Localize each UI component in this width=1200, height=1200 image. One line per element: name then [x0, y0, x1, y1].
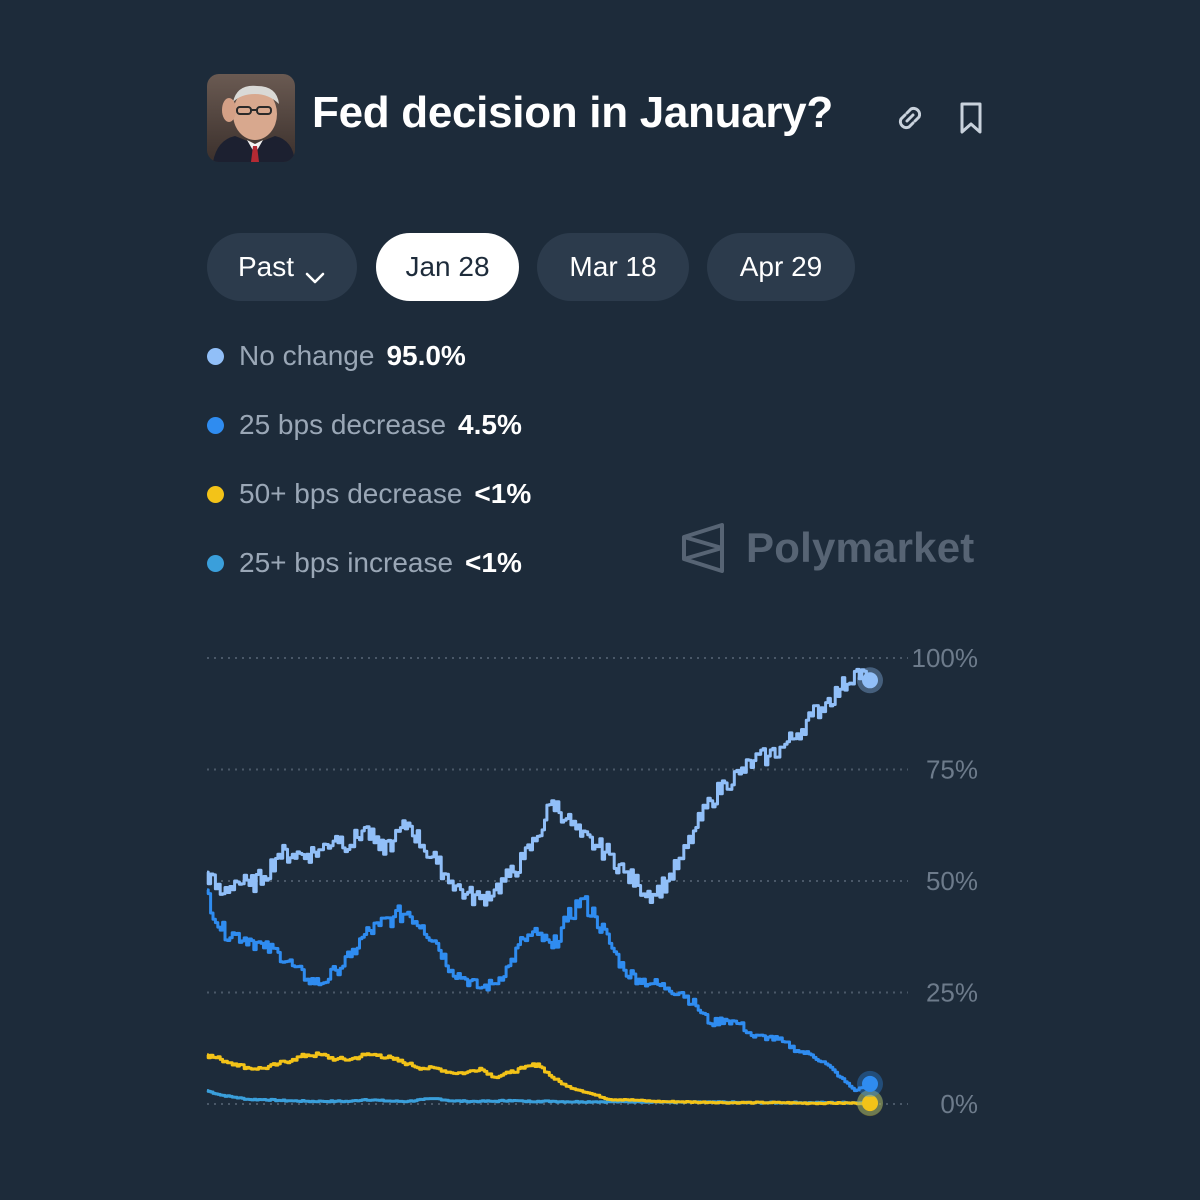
y-tick-label: 50%: [926, 866, 978, 896]
bookmark-icon[interactable]: [953, 100, 989, 136]
series-endpoint-dot: [862, 1095, 878, 1112]
tab-jan-28[interactable]: Jan 28: [376, 233, 519, 301]
series-lines: [206, 667, 871, 1106]
watermark-text: Polymarket: [746, 524, 975, 571]
chevron-down-icon: [304, 260, 326, 284]
market-avatar: [207, 74, 295, 162]
legend-item-50-bps-decrease: 50+ bps decrease <1%: [207, 474, 531, 514]
y-axis-ticks: 100% 75% 50% 25% 0%: [912, 643, 979, 1119]
legend-dot: [207, 485, 224, 503]
tab-label: Mar 18: [569, 251, 657, 282]
polymarket-watermark: Polymarket: [680, 518, 974, 578]
series-line-50-bps-decrease: [206, 1051, 871, 1106]
y-tick-label: 25%: [926, 978, 978, 1008]
tab-label: Past: [237, 251, 295, 282]
y-tick-label: 75%: [926, 755, 978, 785]
tab-label: Jan 28: [405, 251, 490, 282]
series-endpoint-dot: [862, 672, 878, 689]
legend-item-25-bps-increase: 25+ bps increase <1%: [207, 543, 522, 583]
legend-dot: [207, 416, 224, 434]
market-header: Fed decision in January?: [207, 74, 1007, 164]
legend-name: 25 bps decrease: [239, 409, 447, 440]
series-endpoints: [857, 667, 883, 1117]
legend-value: <1%: [465, 547, 522, 578]
legend-name: 50+ bps decrease: [239, 478, 463, 509]
page-title: Fed decision in January?: [312, 88, 833, 137]
legend-value: 4.5%: [458, 409, 522, 440]
legend-value: 95.0%: [386, 340, 466, 371]
tab-mar-18[interactable]: Mar 18: [537, 233, 689, 301]
legend-dot: [207, 554, 224, 572]
legend-name: No change: [239, 340, 375, 371]
legend-item-no-change: No change 95.0%: [207, 336, 466, 376]
polymarket-logo-icon: [682, 523, 724, 573]
link-icon[interactable]: [892, 100, 928, 136]
tab-apr-29[interactable]: Apr 29: [707, 233, 855, 301]
series-endpoint-dot: [862, 1075, 878, 1092]
person-portrait-icon: [207, 74, 295, 162]
y-tick-label: 100%: [912, 643, 979, 673]
tab-past[interactable]: Past: [207, 233, 357, 301]
legend-name: 25+ bps increase: [239, 547, 454, 578]
legend-item-25-bps-decrease: 25 bps decrease 4.5%: [207, 405, 522, 445]
series-line-25-bps-decrease: [206, 888, 871, 1093]
tab-label: Apr 29: [739, 251, 823, 282]
y-tick-label: 0%: [940, 1089, 978, 1119]
chart-grid: [207, 657, 908, 1105]
legend-value: <1%: [474, 478, 532, 509]
series-line-no-change: [206, 667, 871, 907]
legend-dot: [207, 347, 224, 365]
